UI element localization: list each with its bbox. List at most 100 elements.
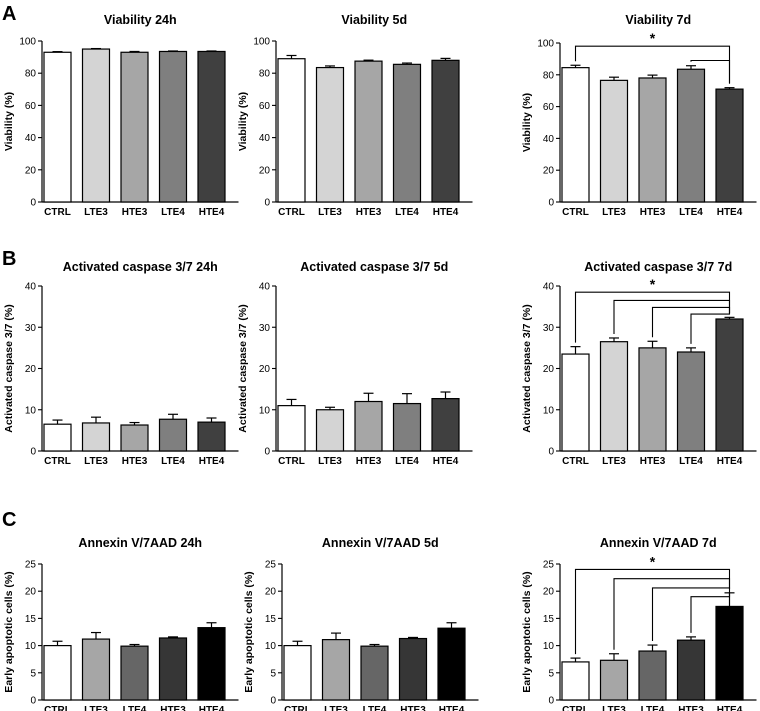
significance-star: * [650, 30, 656, 46]
y-tick-label: 40 [259, 282, 271, 293]
bar-ctrl [561, 67, 590, 203]
chart-title: Activated caspase 3/7 7d [584, 260, 732, 274]
x-category-label: LTE3 [84, 705, 108, 711]
x-category-label: HTE3 [122, 456, 148, 467]
significance-bracket [613, 299, 731, 334]
x-category-label: HTE4 [433, 207, 459, 218]
bar-hte3 [354, 400, 383, 452]
chart-title: Activated caspase 3/7 24h [63, 260, 218, 274]
x-category-label: LTE4 [395, 456, 419, 467]
bar-lte3 [599, 79, 629, 203]
y-tick-label: 100 [19, 37, 36, 48]
bar-lte4 [676, 68, 706, 203]
x-category-label: HTE4 [199, 705, 225, 711]
y-tick-label: 40 [543, 134, 555, 145]
chart-b2: Activated caspase 3/7 5d Activated caspas… [237, 260, 473, 467]
bar-lte4 [360, 645, 389, 701]
y-axis-label: Activated caspase 3/7 (%) [3, 304, 15, 432]
bar-lte3 [81, 422, 111, 452]
x-category-label: LTE4 [363, 705, 387, 711]
x-category-label: CTRL [562, 207, 589, 218]
y-axis-label: Activated caspase 3/7 (%) [237, 304, 249, 432]
bar-lte3 [315, 66, 345, 203]
chart-c3: Annexin V/7AAD 7d Early apoptotic cells (… [521, 536, 757, 711]
bar-hte4 [197, 50, 226, 203]
chart-title: Viability 5d [341, 13, 407, 27]
bar-lte3 [599, 659, 629, 701]
y-axis-label: Viability (%) [237, 92, 249, 151]
x-category-label: HTE3 [122, 207, 148, 218]
bar-ctrl [277, 405, 306, 452]
y-axis-label: Early apoptotic cells (%) [521, 571, 533, 692]
y-tick-label: 40 [543, 282, 555, 293]
significance-bracket [613, 578, 731, 650]
x-category-label: CTRL [44, 456, 71, 467]
bar-ctrl [277, 58, 306, 203]
bar-ctrl [43, 644, 72, 701]
y-tick-label: 30 [543, 323, 555, 334]
chart-a3: Viability 7d Viability (%) 0 20 40 60 80 100 CTR… [521, 13, 757, 218]
y-tick-label: 30 [25, 323, 37, 334]
bar-lte4 [120, 645, 149, 701]
y-tick-label: 10 [259, 405, 271, 416]
x-category-label: HTE4 [717, 207, 743, 218]
chart-title: Annexin V/7AAD 5d [322, 536, 439, 550]
bar-hte4 [715, 88, 744, 203]
significance-star: * [650, 553, 656, 569]
y-tick-label: 20 [265, 587, 277, 598]
significance-star: * [650, 276, 656, 292]
x-category-label: LTE3 [84, 456, 108, 467]
chart-title: Annexin V/7AAD 24h [78, 536, 202, 550]
y-axis-label: Early apoptotic cells (%) [243, 571, 255, 692]
significance-bracket [690, 588, 731, 633]
chart-title: Annexin V/7AAD 7d [600, 536, 717, 550]
y-tick-label: 0 [548, 198, 554, 209]
chart-title: Activated caspase 3/7 5d [300, 260, 448, 274]
x-category-label: HTE3 [400, 705, 426, 711]
bar-hte3 [158, 637, 188, 701]
y-tick-label: 5 [270, 668, 276, 679]
chart-title: Viability 7d [625, 13, 691, 27]
significance-bracket [651, 306, 731, 338]
x-category-label: LTE4 [161, 207, 185, 218]
bar-lte4 [638, 650, 667, 701]
x-category-label: HTE3 [640, 207, 666, 218]
y-axis-label: Viability (%) [521, 93, 533, 152]
x-category-label: LTE3 [318, 207, 342, 218]
y-tick-label: 0 [270, 696, 276, 707]
x-category-label: HTE4 [199, 207, 225, 218]
bar-hte3 [638, 77, 667, 203]
x-category-label: LTE4 [395, 207, 419, 218]
bar-lte4 [392, 402, 422, 452]
y-tick-label: 100 [253, 37, 270, 48]
y-tick-label: 0 [30, 198, 36, 209]
y-tick-label: 10 [543, 405, 555, 416]
bar-hte3 [676, 639, 706, 701]
bar-lte3 [81, 48, 111, 203]
bar-ctrl [561, 661, 590, 701]
bar-ctrl [283, 644, 312, 701]
x-category-label: CTRL [278, 207, 305, 218]
chart-a2: Viability 5d Viability (%) 0 20 40 60 80 100 CTR… [237, 13, 473, 218]
y-tick-label: 20 [543, 364, 555, 375]
bar-hte3 [354, 60, 383, 203]
bar-lte4 [158, 418, 188, 452]
y-axis-label: Activated caspase 3/7 (%) [521, 304, 533, 432]
y-tick-label: 5 [30, 668, 36, 679]
x-category-label: CTRL [44, 705, 71, 711]
y-axis-label: Early apoptotic cells (%) [3, 571, 15, 692]
chart-a1: Viability 24h Viability (%) 0 20 40 60 80 100 CT… [3, 13, 239, 218]
x-category-label: HTE3 [640, 456, 666, 467]
y-axis-label: Viability (%) [3, 92, 15, 151]
x-category-label: CTRL [284, 705, 311, 711]
y-tick-label: 10 [265, 641, 277, 652]
y-tick-label: 10 [543, 641, 555, 652]
panel-letter-a: A [2, 3, 16, 25]
bar-hte3 [398, 637, 428, 701]
x-category-label: LTE4 [641, 705, 665, 711]
bar-lte4 [158, 50, 188, 203]
x-category-label: LTE3 [602, 207, 626, 218]
y-tick-label: 25 [543, 560, 555, 571]
bar-lte3 [81, 638, 111, 701]
